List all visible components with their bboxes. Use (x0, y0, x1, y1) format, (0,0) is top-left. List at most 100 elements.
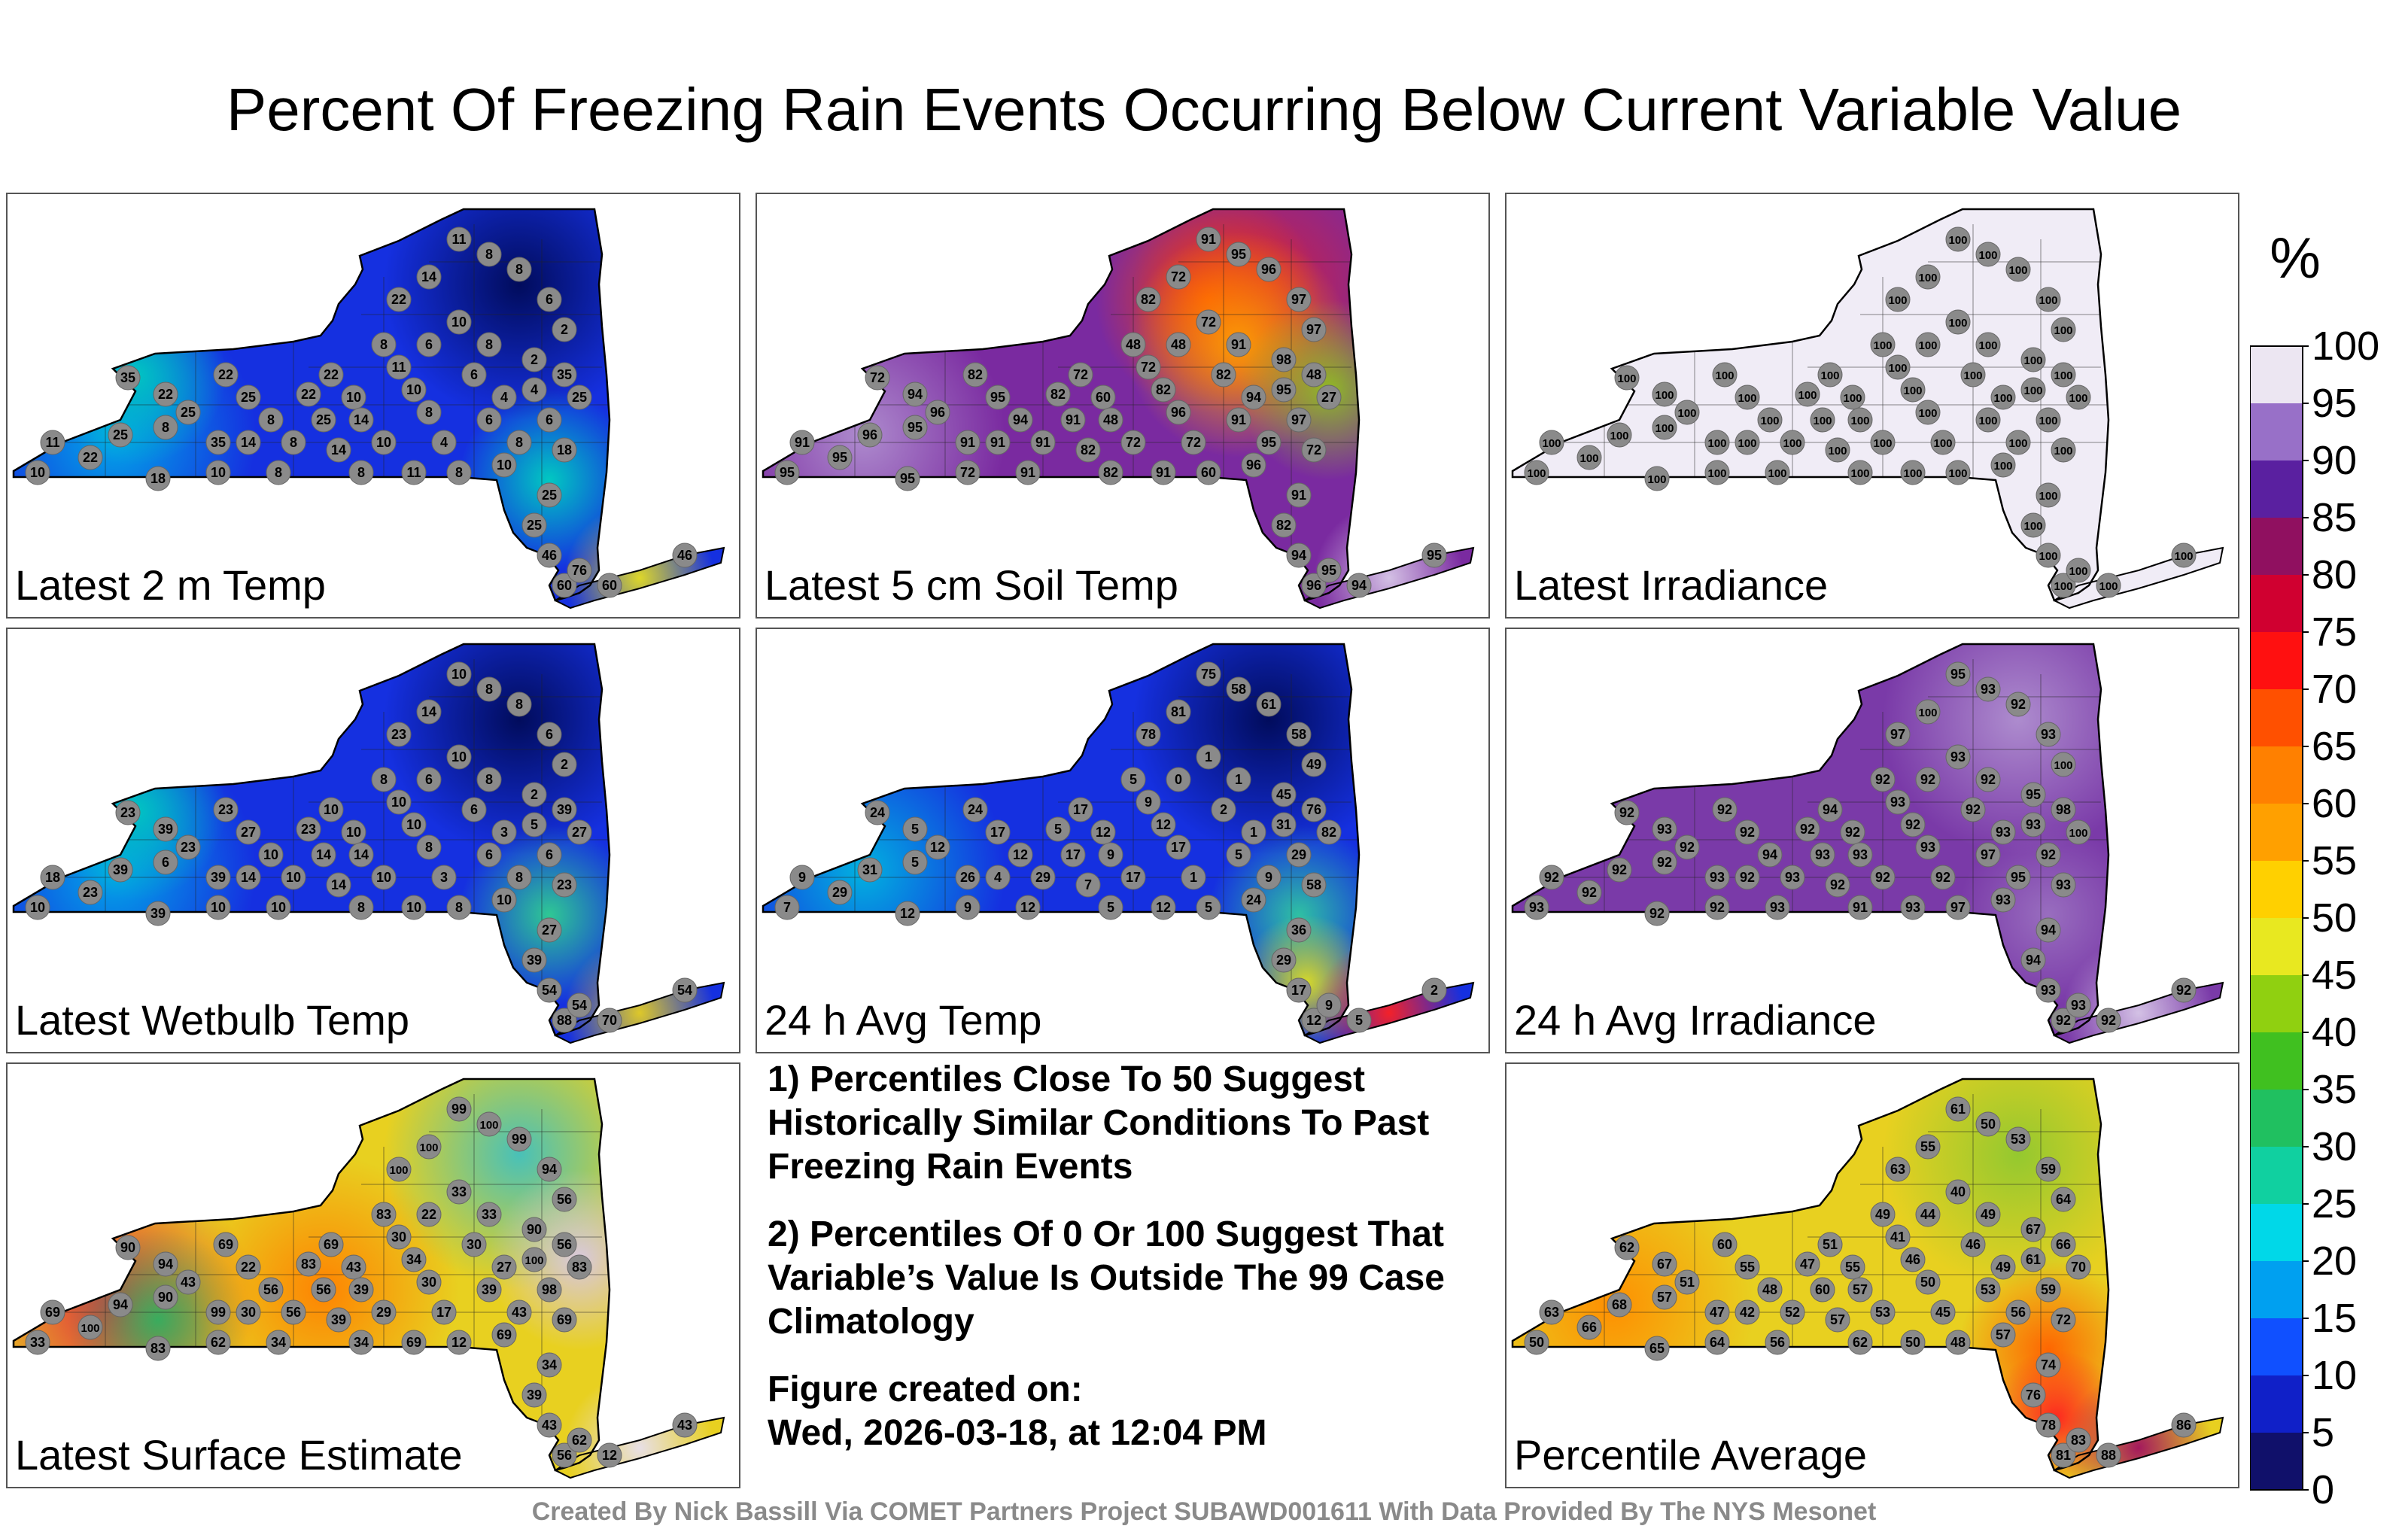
station-dot (1226, 767, 1251, 792)
station-marker: 93 (1945, 744, 1971, 770)
station-marker: 1 (1181, 865, 1206, 890)
station-marker: 39 (153, 816, 178, 842)
station-value: 100 (2174, 550, 2193, 563)
station-marker: 72 (1301, 437, 1327, 463)
station-value: 50 (1920, 1275, 1935, 1290)
station-marker: 63 (1539, 1299, 1564, 1325)
station-marker: 94 (1008, 407, 1033, 433)
colorbar-swatch (2250, 437, 2303, 450)
station-value: 95 (1950, 667, 1966, 682)
station-value: 97 (1981, 847, 1996, 862)
station-marker: 93 (1704, 865, 1730, 890)
station-dot (1120, 430, 1146, 455)
station-value: 33 (30, 1335, 45, 1350)
station-marker: 92 (1795, 816, 1820, 842)
colorbar-swatch (2250, 804, 2303, 816)
station-dot (1286, 842, 1312, 868)
station-marker: 54 (672, 977, 698, 1003)
station-value: 27 (572, 825, 587, 840)
station-marker: 39 (521, 1382, 547, 1408)
station-value: 69 (406, 1335, 421, 1350)
state-outline (12, 1078, 611, 1472)
station-marker: 33 (476, 1202, 502, 1227)
station-marker: 14 (416, 264, 442, 290)
station-dot (153, 816, 178, 842)
station-value: 10 (286, 870, 301, 885)
station-marker: 49 (1870, 1202, 1896, 1227)
station-dot (789, 430, 815, 455)
station-marker: 95 (1316, 558, 1342, 583)
station-value: 74 (2041, 1357, 2056, 1372)
station-marker: 100 (1945, 460, 1971, 485)
station-value: 25 (181, 405, 196, 420)
station-marker: 91 (789, 430, 815, 455)
station-value: 92 (1649, 906, 1665, 921)
station-dot (1614, 800, 1640, 825)
station-marker: 57 (1652, 1284, 1677, 1310)
station-value: 100 (1993, 392, 2012, 405)
station-dot (521, 947, 547, 973)
station-value: 92 (1845, 825, 1860, 840)
station-value: 69 (218, 1237, 233, 1252)
colorbar-swatch (2250, 1318, 2303, 1330)
station-marker: 11 (446, 226, 472, 252)
station-dot (552, 1442, 577, 1468)
station-value: 94 (2041, 923, 2056, 938)
station-value: 93 (1529, 900, 1544, 915)
station-marker: 100 (2051, 573, 2076, 598)
station-value: 100 (2039, 550, 2057, 563)
station-dot (1008, 842, 1033, 868)
station-marker: 8 (371, 767, 397, 792)
station-value: 48 (1950, 1335, 1966, 1350)
station-dot (2051, 573, 2076, 598)
station-value: 92 (1740, 825, 1755, 840)
station-marker: 10 (318, 797, 344, 822)
colorbar-swatch (2250, 998, 2303, 1011)
station-marker: 58 (1226, 676, 1251, 702)
station-marker: 39 (521, 947, 547, 973)
station-marker: 91 (955, 430, 981, 455)
colorbar-tick-label: 15 (2312, 1296, 2357, 1341)
station-value: 8 (485, 337, 493, 352)
station-dot (1975, 332, 2001, 357)
station-marker: 35 (205, 430, 231, 455)
station-dot (1652, 1251, 1677, 1277)
station-value: 100 (1542, 437, 1561, 450)
station-marker: 100 (1990, 385, 2016, 410)
station-marker: 2 (521, 347, 547, 372)
station-dot (774, 895, 800, 920)
station-marker: 100 (2051, 752, 2076, 777)
station-marker: 99 (506, 1126, 532, 1152)
station-value: 92 (2101, 1013, 2116, 1028)
station-value: 53 (1981, 1282, 1996, 1297)
station-dot (597, 573, 622, 598)
station-marker: 53 (1975, 1277, 2001, 1302)
station-dot (1181, 865, 1206, 890)
station-dot (1885, 722, 1911, 747)
station-marker: 96 (857, 422, 883, 448)
station-dot (1196, 460, 1221, 485)
station-marker: 14 (236, 430, 261, 455)
station-value: 27 (542, 923, 557, 938)
station-value: 93 (1770, 900, 1785, 915)
station-dot (266, 895, 291, 920)
station-dot (1652, 381, 1677, 407)
station-dot (857, 857, 883, 883)
station-value: 61 (1261, 697, 1276, 712)
colorbar-swatch (2250, 1352, 2303, 1365)
station-value: 96 (1246, 457, 1261, 473)
station-marker: 25 (108, 422, 133, 448)
station-value: 12 (1306, 1013, 1321, 1028)
station-dot (1900, 460, 1926, 485)
station-dot (2051, 1442, 2076, 1468)
station-marker: 91 (1847, 895, 1873, 920)
colorbar-swatch (2250, 1135, 2303, 1147)
colorbar-swatch (2250, 1215, 2303, 1227)
station-marker: 30 (386, 1224, 412, 1250)
station-marker: 91 (985, 430, 1011, 455)
panel-label: 24 h Avg Temp (765, 996, 1042, 1044)
station-value: 66 (2056, 1237, 2071, 1252)
